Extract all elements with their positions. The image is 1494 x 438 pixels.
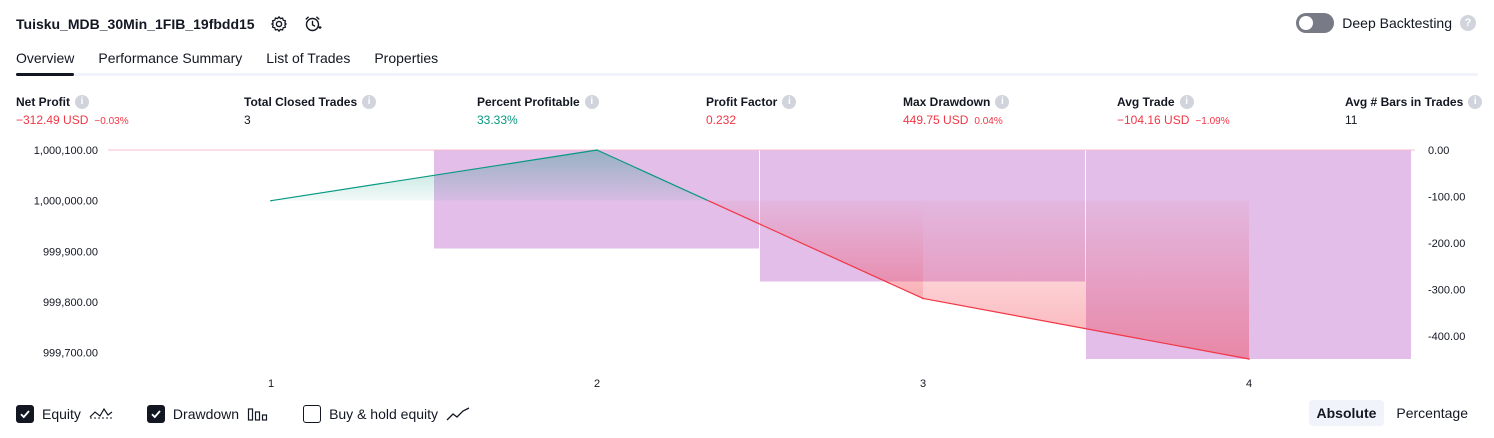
chart-legend: Equity Drawdown Buy & hold equity [16,403,470,425]
legend-drawdown[interactable]: Drawdown [146,405,269,423]
equity-line-segment-3-1 [922,297,1250,360]
x-axis-tick-label: 2 [594,378,600,390]
left-axis-tick-label: 1,000,000.00 [34,196,98,208]
equity-point-2 [596,149,598,151]
metric-label: Max Drawdown [903,94,991,109]
metric-label: Total Closed Trades [244,94,358,109]
help-question-icon[interactable]: ? [1460,15,1476,31]
net-profit-percent: −0.03% [94,116,129,127]
left-axis-tick-label: 999,900.00 [43,246,98,258]
info-icon[interactable]: i [995,94,1010,109]
metric-net-profit: Net Profit i −312.49 USD −0.03% [16,93,129,127]
equity-point-1 [270,199,272,202]
avg-bars-value: 11 [1345,113,1358,127]
equity-line-segment-1-1 [270,149,598,202]
buy-hold-checkbox[interactable] [303,405,322,423]
settings-gear-icon[interactable] [269,14,289,34]
absolute-mode-button[interactable]: Absolute [1308,400,1385,426]
equity-drawdown-chart: 1,000,100.00 1,000,000.00 999,900.00 999,80… [0,134,1494,396]
equity-point-4 [1248,358,1250,360]
left-axis-tick-label: 999,800.00 [43,297,98,309]
chart-canvas: 1,000,100.00 1,000,000.00 999,900.00 999,80… [34,145,1466,390]
metric-profit-factor: Profit Factor i 0.232 [706,93,797,127]
value-mode-switch: Absolute Percentage [1308,400,1477,426]
total-closed-trades-value: 3 [244,113,251,127]
info-icon[interactable]: i [362,94,377,109]
legend-drawdown-label: Drawdown [172,406,240,422]
metric-label: Avg # Bars in Trades [1345,94,1464,109]
metric-avg-trade: Avg Trade i −104.16 USD −1.09% [1117,93,1230,127]
metric-percent-profitable: Percent Profitable i 33.33% [477,93,599,127]
info-icon[interactable]: i [1179,94,1194,109]
percent-profitable-value: 33.33% [477,113,518,127]
x-axis-tick-label: 1 [268,378,274,390]
metric-max-drawdown: Max Drawdown i 449.75 USD 0.04% [903,93,1010,127]
info-icon[interactable]: i [782,94,797,109]
right-axis-tick-label: 0.00 [1428,145,1449,157]
metric-label: Percent Profitable [477,94,580,109]
left-axis-tick-label: 999,700.00 [43,348,98,360]
metric-avg-bars-in-trades: Avg # Bars in Trades i 11 [1345,93,1483,127]
legend-equity[interactable]: Equity [16,405,113,423]
tab-list-of-trades[interactable]: List of Trades [266,50,351,66]
x-axis-tick-label: 3 [920,378,926,390]
legend-buy-hold-label: Buy & hold equity [329,406,439,422]
avg-trade-value: −104.16 USD [1117,113,1190,127]
left-axis-tick-label: 1,000,100.00 [34,145,98,157]
equity-area-3-1 [923,200,1249,359]
max-drawdown-percent: 0.04% [974,116,1003,127]
tab-performance-summary[interactable]: Performance Summary [98,50,243,66]
avg-trade-percent: −1.09% [1195,116,1230,127]
max-drawdown-value: 449.75 USD [903,113,969,127]
drawdown-checkbox[interactable] [146,405,165,423]
buy-hold-line-icon [446,407,470,421]
info-icon[interactable]: i [584,94,599,109]
metric-label: Profit Factor [706,94,778,109]
drawdown-bars-icon [247,408,268,421]
metric-label: Net Profit [16,94,70,109]
right-axis-tick-label: -400.00 [1428,331,1465,343]
percentage-mode-button[interactable]: Percentage [1396,405,1468,421]
deep-backtesting-control: Deep Backtesting ? [1296,13,1476,33]
info-icon[interactable]: i [75,94,89,109]
metric-total-closed-trades: Total Closed Trades i 3 [244,93,377,127]
report-tabs: Overview Performance Summary List of Tra… [16,46,1478,76]
legend-buy-hold[interactable]: Buy & hold equity [303,405,470,423]
right-axis-tick-label: -100.00 [1428,191,1465,203]
equity-checkbox[interactable] [16,405,34,423]
right-axis-tick-label: -200.00 [1428,238,1465,250]
deep-backtesting-label: Deep Backtesting [1342,15,1452,31]
strategy-header: Tuisku_MDB_30Min_1FIB_19fbdd15 [16,12,323,36]
equity-line-icon [89,407,113,419]
right-axis-tick-label: -300.00 [1428,284,1465,296]
deep-backtesting-toggle[interactable] [1296,13,1335,33]
strategy-title: Tuisku_MDB_30Min_1FIB_19fbdd15 [16,16,255,32]
info-icon[interactable]: i [1468,94,1483,109]
legend-equity-label: Equity [42,406,81,422]
tab-properties[interactable]: Properties [374,50,439,66]
equity-point-3 [922,297,924,300]
equity-line-segment-2-2 [708,200,924,300]
net-profit-value: −312.49 USD [16,113,89,127]
tab-overview[interactable]: Overview [16,46,75,76]
x-axis-tick-label: 4 [1246,378,1252,390]
metric-label: Avg Trade [1117,94,1175,109]
equity-line-segment-2-1 [596,149,709,202]
profit-factor-value: 0.232 [706,113,737,127]
add-alert-clock-icon[interactable] [303,14,323,34]
